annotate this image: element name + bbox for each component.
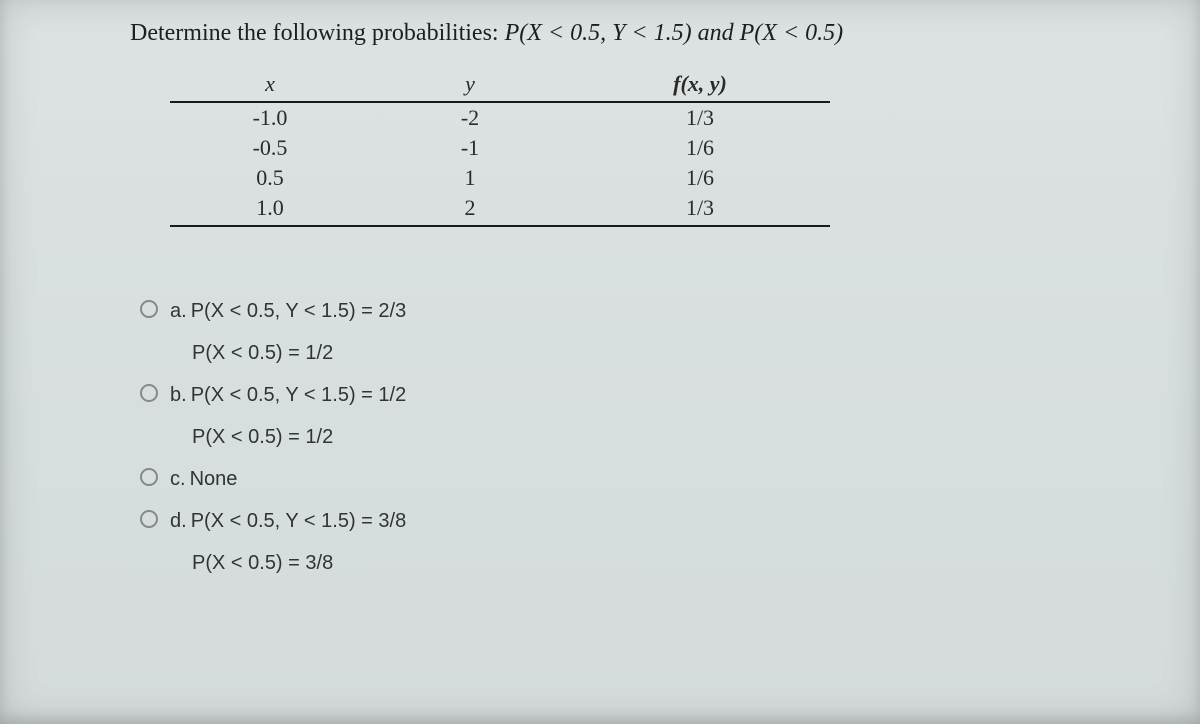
- cell-fxy: 1/6: [570, 163, 830, 193]
- choice-c[interactable]: c.None: [140, 465, 1160, 493]
- choice-line1: P(X < 0.5, Y < 1.5) = 3/8: [191, 510, 407, 532]
- choice-letter: b.: [170, 384, 187, 406]
- cell-fxy: 1/6: [570, 133, 830, 163]
- prompt-expr1: P(X < 0.5, Y < 1.5): [505, 20, 692, 46]
- table-row: 1.0 2 1/3: [170, 193, 830, 226]
- cell-y: -2: [370, 102, 570, 133]
- choice-line1: P(X < 0.5, Y < 1.5) = 1/2: [191, 384, 407, 406]
- prompt-conj: and: [692, 20, 740, 46]
- choice-line1: None: [190, 468, 238, 490]
- table-row: 0.5 1 1/6: [170, 163, 830, 193]
- col-header-y: y: [370, 69, 570, 102]
- prompt-expr2: P(X < 0.5): [740, 20, 844, 46]
- choice-body: c.None: [170, 465, 237, 493]
- cell-y: 1: [370, 163, 570, 193]
- cell-fxy: 1/3: [570, 102, 830, 133]
- radio-icon[interactable]: [140, 510, 158, 528]
- choice-letter: c.: [170, 468, 186, 490]
- choice-d[interactable]: d.P(X < 0.5, Y < 1.5) = 3/8 P(X < 0.5) =…: [140, 507, 1160, 577]
- cell-y: 2: [370, 193, 570, 226]
- question-prompt: Determine the following probabilities: P…: [130, 20, 1160, 47]
- cell-fxy: 1/3: [570, 193, 830, 226]
- cell-x: 0.5: [170, 163, 370, 193]
- radio-icon[interactable]: [140, 300, 158, 318]
- table-header-row: x y f(x, y): [170, 69, 830, 102]
- answer-choices: a.P(X < 0.5, Y < 1.5) = 2/3 P(X < 0.5) =…: [140, 297, 1160, 577]
- cell-x: -0.5: [170, 133, 370, 163]
- cell-x: 1.0: [170, 193, 370, 226]
- table-row: -1.0 -2 1/3: [170, 102, 830, 133]
- prompt-lead: Determine the following probabilities:: [130, 20, 505, 46]
- choice-body: d.P(X < 0.5, Y < 1.5) = 3/8 P(X < 0.5) =…: [170, 507, 406, 577]
- cell-x: -1.0: [170, 102, 370, 133]
- probability-table: x y f(x, y) -1.0 -2 1/3 -0.5 -1 1/6 0.5: [170, 69, 830, 227]
- choice-letter: a.: [170, 300, 187, 322]
- choice-a[interactable]: a.P(X < 0.5, Y < 1.5) = 2/3 P(X < 0.5) =…: [140, 297, 1160, 367]
- radio-icon[interactable]: [140, 468, 158, 486]
- col-header-x: x: [170, 69, 370, 102]
- col-header-fxy: f(x, y): [570, 69, 830, 102]
- choice-line2: P(X < 0.5) = 1/2: [192, 339, 406, 367]
- table-row: -0.5 -1 1/6: [170, 133, 830, 163]
- cell-y: -1: [370, 133, 570, 163]
- choice-letter: d.: [170, 510, 187, 532]
- choice-body: a.P(X < 0.5, Y < 1.5) = 2/3 P(X < 0.5) =…: [170, 297, 406, 367]
- choice-line1: P(X < 0.5, Y < 1.5) = 2/3: [191, 300, 407, 322]
- probability-table-wrap: x y f(x, y) -1.0 -2 1/3 -0.5 -1 1/6 0.5: [170, 69, 1160, 227]
- radio-icon[interactable]: [140, 384, 158, 402]
- choice-line2: P(X < 0.5) = 3/8: [192, 549, 406, 577]
- choice-b[interactable]: b.P(X < 0.5, Y < 1.5) = 1/2 P(X < 0.5) =…: [140, 381, 1160, 451]
- choice-body: b.P(X < 0.5, Y < 1.5) = 1/2 P(X < 0.5) =…: [170, 381, 406, 451]
- choice-line2: P(X < 0.5) = 1/2: [192, 423, 406, 451]
- question-sheet: Determine the following probabilities: P…: [0, 0, 1200, 724]
